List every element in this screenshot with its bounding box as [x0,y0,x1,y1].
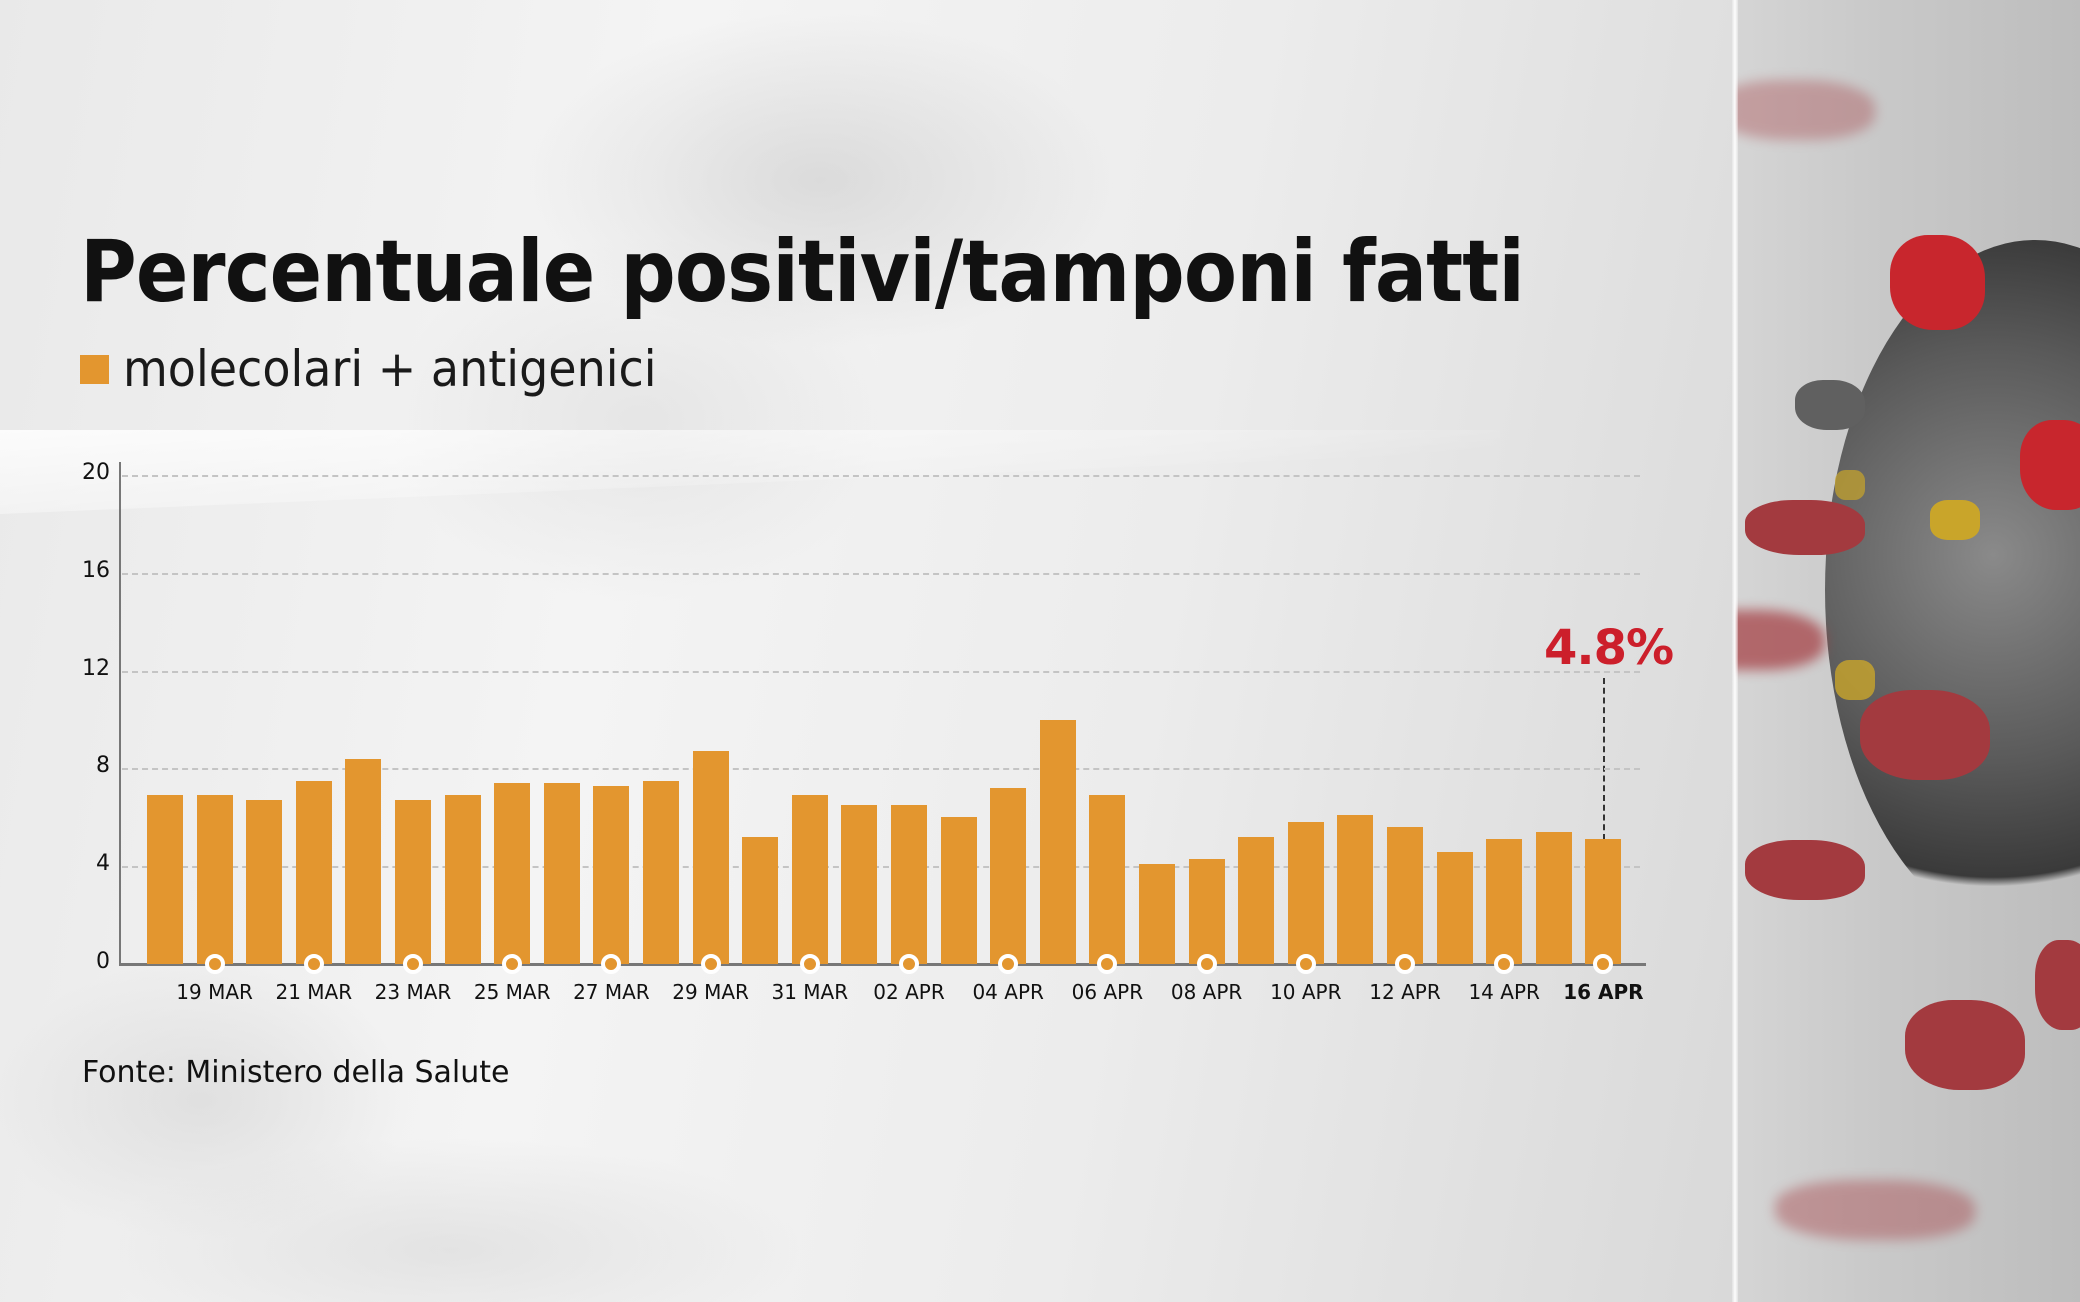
bar [147,795,183,964]
bar [1287,822,1324,964]
bar [1436,851,1473,964]
x-tick-label: 08 APR [1170,980,1243,1004]
bar [1585,839,1622,964]
bar [1337,814,1374,964]
x-tick-marker [700,954,721,974]
x-tick-marker [1097,954,1118,974]
spike-protein-icon [1890,235,1985,330]
x-tick-label: 21 MAR [275,980,353,1004]
y-tick-label: 20 [82,460,110,485]
x-tick-marker [1593,954,1614,974]
x-tick-marker [1395,954,1415,974]
gridline [122,475,1640,477]
legend-swatch [80,354,109,384]
bar [1535,831,1572,964]
x-tick-marker [502,954,523,974]
bar-chart: 4.8% 0 4 8 12 16 20 19 MAR 21 MAR 23 MAR 25 MAR 27… [82,460,1674,1004]
x-tick-marker [403,954,423,974]
x-tick-marker [1196,954,1217,974]
bar [742,836,779,964]
glass-divider [1732,0,1738,1302]
x-tick-marker [799,954,820,974]
bar [345,758,382,964]
bar [593,785,630,964]
gridline [122,572,1640,575]
virus-illustration [1735,0,2080,1302]
x-tick-label: 27 MAR [573,980,650,1004]
y-tick-label: 0 [96,949,110,974]
bar [196,795,233,964]
virus-body [1825,240,2080,940]
bar [1238,836,1275,964]
knob-icon [1930,500,1980,540]
bar [891,805,927,964]
bar [1039,719,1076,964]
bar [295,780,332,964]
bar [1188,858,1225,964]
x-tick-marker [1494,954,1515,974]
annotation-leader-line [1603,678,1605,840]
bar [990,787,1027,964]
bar [246,800,283,964]
bar [1387,827,1423,964]
y-tick-label: 16 [82,557,110,583]
latest-value-annotation: 4.8% [1544,620,1674,676]
x-tick-label: 23 MAR [374,980,452,1004]
bar [444,795,481,964]
bar [940,817,977,964]
x-tick-marker [899,954,919,974]
gridline [122,866,1640,869]
x-tick-marker [601,954,622,974]
world-map-background [0,0,1740,1302]
bar [395,800,431,964]
bar [543,783,580,964]
y-tick-label: 4 [96,851,110,877]
bar [1089,795,1126,964]
x-tick-label: 31 MAR [771,980,849,1004]
x-tick-label: 02 APR [873,980,945,1004]
bar [643,780,679,964]
bar [692,751,729,964]
x-tick-marker [204,954,225,974]
bar [1139,863,1175,964]
bar [841,805,878,964]
source-note: Fonte: Ministero della Salute [82,1055,510,1090]
x-tick-label: 10 APR [1270,980,1342,1004]
chart-title: Percentuale positivi/tamponi fatti [80,222,1525,322]
x-tick-label: 16 APR [1563,980,1644,1004]
bar [791,795,828,964]
x-tick-label: 06 APR [1071,980,1144,1004]
x-tick-marker [303,954,324,974]
gridline [122,670,1640,673]
x-tick-label: 14 APR [1468,980,1540,1004]
legend: molecolari + antigenici [80,340,703,398]
y-tick-label: 12 [82,655,110,681]
x-tick-label: 12 APR [1369,980,1441,1004]
x-tick-label: 19 MAR [176,980,253,1004]
x-tick-label: 04 APR [972,980,1044,1004]
bar [494,783,531,964]
gridline [122,768,1640,771]
x-axis [119,963,1646,966]
y-tick-label: 8 [96,753,110,779]
x-tick-marker [998,954,1019,974]
x-tick-label: 25 MAR [473,980,551,1004]
legend-label: molecolari + antigenici [123,340,657,398]
x-tick-label: 29 MAR [672,980,749,1004]
x-tick-marker [1295,954,1316,974]
bar [1486,839,1523,964]
y-axis [119,462,121,964]
